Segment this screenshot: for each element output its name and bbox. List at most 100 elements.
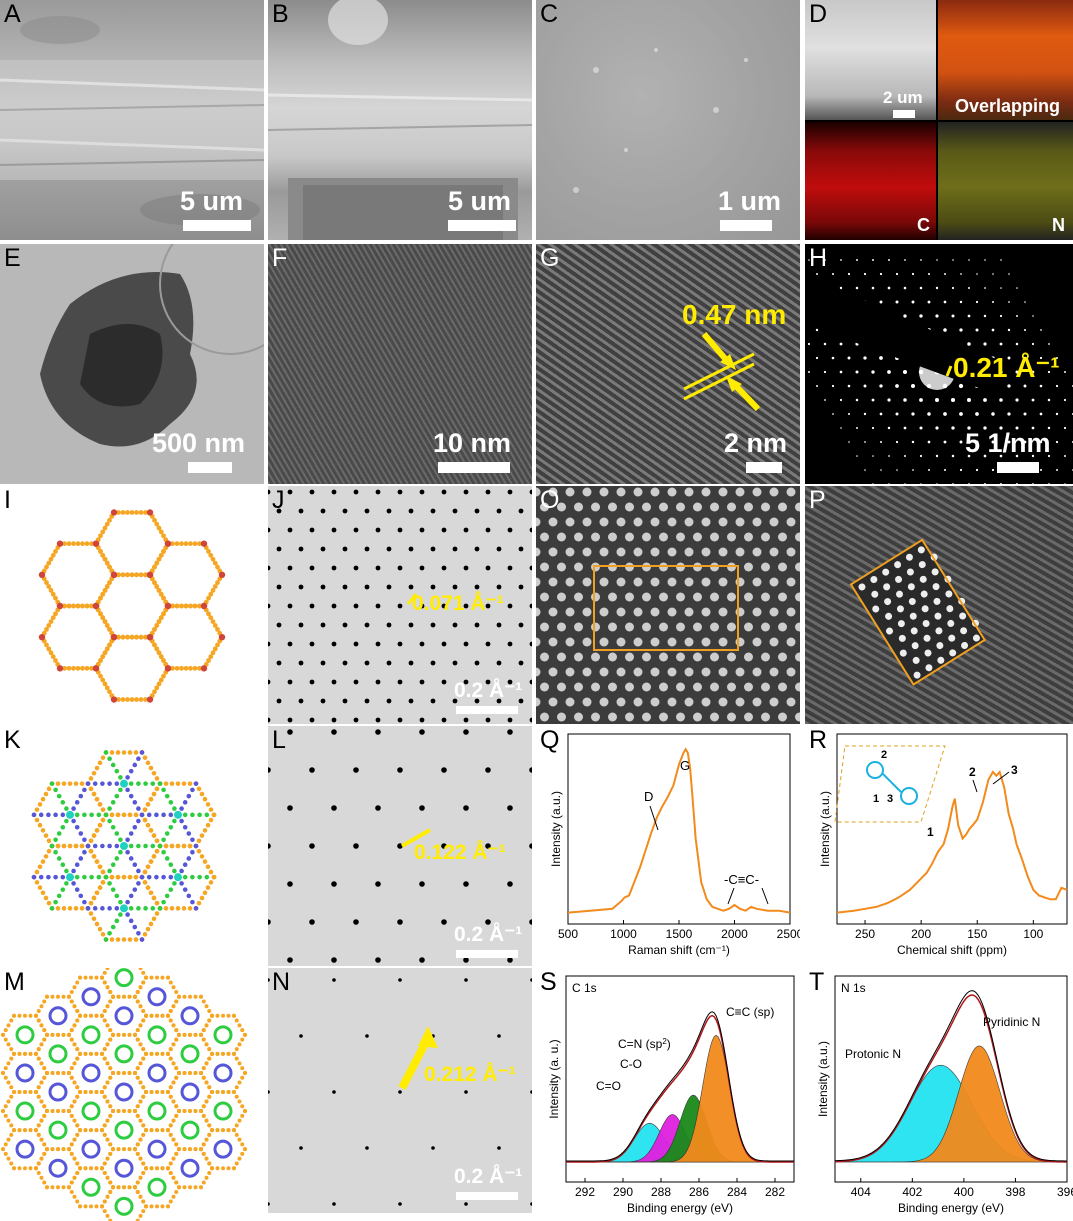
framework-atom — [144, 1090, 148, 1094]
framework-atom — [100, 529, 106, 535]
panel-f: F 10 nm — [268, 244, 532, 484]
diffraction-spot — [816, 385, 818, 387]
lattice-spot — [912, 656, 920, 664]
linker-atom — [132, 862, 138, 868]
linker-atom — [31, 812, 37, 818]
diffraction-spot — [943, 328, 947, 332]
framework-atom — [111, 1032, 115, 1037]
lattice-spot — [667, 697, 677, 707]
diffraction-spot — [1063, 426, 1067, 430]
diffraction-spot — [807, 342, 811, 346]
diffraction-spot — [398, 1202, 402, 1206]
alkyne-link — [882, 773, 902, 793]
diffraction-spot — [529, 527, 532, 533]
diffraction-spot — [1007, 440, 1011, 444]
framework-atom — [161, 533, 166, 539]
diffraction-spot — [397, 565, 403, 571]
framework-atom — [183, 665, 189, 671]
framework-atom — [148, 765, 154, 771]
framework-atom — [107, 517, 112, 523]
framework-atom — [75, 1199, 80, 1204]
diffraction-spot — [530, 1202, 532, 1206]
framework-atom — [62, 541, 67, 547]
framework-atom — [67, 1032, 71, 1037]
lattice-spot — [659, 532, 668, 542]
framework-atom — [154, 623, 160, 628]
lattice-spot — [761, 502, 770, 512]
framework-atom — [145, 760, 151, 766]
framework-atom — [151, 854, 157, 859]
diffraction-spot — [463, 957, 469, 963]
diffraction-spot — [386, 622, 392, 628]
framework-atom — [135, 1113, 140, 1118]
framework-atom — [141, 1047, 146, 1052]
framework-atom — [46, 900, 52, 906]
framework-atom — [174, 1180, 179, 1185]
diffraction-spot — [999, 314, 1003, 318]
diffraction-spot — [1031, 342, 1035, 346]
framework-atom — [168, 980, 173, 985]
linker-atom — [132, 824, 138, 830]
diffraction-spot — [927, 272, 931, 276]
linker-atom — [85, 781, 91, 786]
hexagonal-framework-model — [38, 509, 226, 703]
framework-atom — [175, 781, 181, 786]
diffraction-spot — [397, 767, 403, 773]
framework-atom — [44, 642, 49, 648]
lattice-spot — [548, 667, 558, 677]
d-pointer — [649, 805, 659, 831]
framework-atom — [155, 1128, 159, 1133]
framework-atom — [89, 1204, 93, 1209]
framework-atom — [161, 611, 166, 617]
layer-ring — [213, 1063, 233, 1083]
framework-atom — [50, 1032, 55, 1037]
framework-node — [174, 873, 182, 882]
framework-atom — [201, 1037, 206, 1042]
framework-atom — [174, 1190, 179, 1195]
framework-atom — [151, 916, 157, 922]
lattice-spot — [795, 682, 800, 692]
framework-atom — [73, 781, 79, 786]
framework-atom — [160, 975, 165, 980]
h-arrow — [945, 365, 953, 377]
lattice-spot — [582, 517, 592, 527]
lattice-spot — [727, 682, 736, 692]
diffraction-spot — [879, 356, 883, 360]
framework-atom — [174, 1104, 179, 1109]
framework-atom — [174, 1066, 179, 1071]
framework-atom — [169, 906, 175, 911]
linker-atom — [143, 781, 148, 786]
panel-t: 404402400398396Binding energy (eV)Intens… — [805, 968, 1073, 1221]
framework-atom — [171, 1156, 176, 1161]
framework-atom — [6, 1118, 11, 1123]
diffraction-spot — [863, 272, 867, 276]
layer-ring — [180, 1006, 200, 1026]
lattice-spot — [701, 697, 711, 707]
framework-atom — [100, 932, 106, 937]
lattice-spot — [625, 532, 634, 542]
framework-atom — [234, 1018, 239, 1023]
panel-label-p: P — [809, 486, 826, 514]
lattice-spot — [667, 637, 677, 647]
framework-atom — [116, 1109, 121, 1114]
framework-atom — [156, 525, 162, 531]
framework-atom — [237, 1061, 242, 1066]
framework-atom — [12, 1128, 16, 1133]
framework-atom — [111, 1185, 115, 1190]
lattice-spot — [710, 712, 719, 722]
framework-atom — [37, 802, 43, 807]
lattice-spot — [582, 637, 592, 647]
framework-atom — [61, 843, 67, 849]
framework-atom — [166, 1013, 170, 1018]
framework-atom — [105, 1194, 110, 1199]
framework-atom — [183, 603, 189, 609]
framework-atom — [204, 1042, 209, 1047]
diffraction-spot — [999, 454, 1003, 458]
linker-atom — [110, 887, 116, 892]
diffraction-spot — [1000, 483, 1002, 484]
linker-atom — [190, 899, 195, 905]
linker-atom — [154, 874, 159, 880]
x-tick-label: 404 — [851, 1185, 871, 1199]
lattice-spot — [548, 607, 558, 617]
framework-atom — [196, 838, 202, 844]
